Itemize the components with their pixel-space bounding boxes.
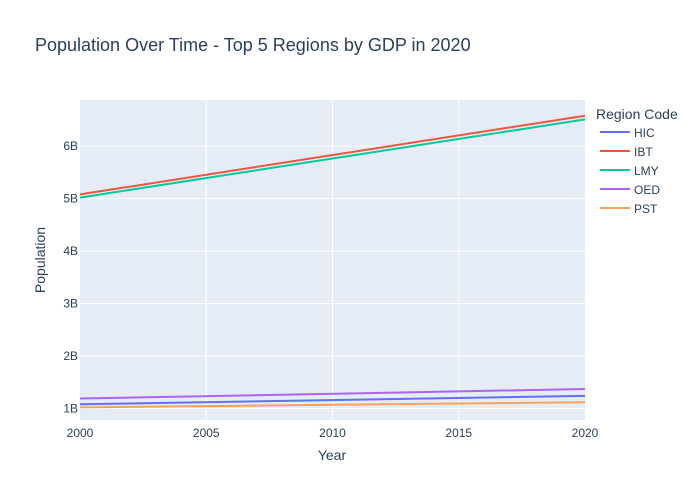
y-tick-label: 4B bbox=[63, 244, 78, 258]
legend-item-oed[interactable]: OED bbox=[600, 183, 660, 197]
series-line-hic bbox=[79, 394, 586, 406]
legend-title: Region Code bbox=[596, 106, 678, 122]
y-tick-label: 5B bbox=[63, 192, 78, 206]
y-tick-label: 3B bbox=[63, 297, 78, 311]
y-tick-label: 6B bbox=[63, 139, 78, 153]
legend-item-pst[interactable]: PST bbox=[600, 202, 658, 216]
legend-label: HIC bbox=[634, 126, 655, 140]
legend-label: PST bbox=[634, 202, 658, 216]
x-tick-label: 2005 bbox=[193, 426, 220, 440]
y-tick-label: 2B bbox=[63, 349, 78, 363]
x-tick-labels: 2000 2005 2010 2015 2020 bbox=[67, 426, 599, 440]
x-tick-label: 2000 bbox=[67, 426, 94, 440]
series-line-ibt bbox=[79, 114, 586, 196]
x-tick-label: 2010 bbox=[319, 426, 346, 440]
y-tick-label: 1B bbox=[63, 401, 78, 415]
legend-label: LMY bbox=[634, 164, 659, 178]
x-gridlines bbox=[205, 100, 460, 420]
series-lines bbox=[79, 114, 586, 409]
legend-item-ibt[interactable]: IBT bbox=[600, 145, 653, 159]
legend-label: IBT bbox=[634, 145, 653, 159]
legend-item-lmy[interactable]: LMY bbox=[600, 164, 659, 178]
x-tick-label: 2015 bbox=[445, 426, 472, 440]
series-line-lmy bbox=[79, 118, 586, 199]
legend-item-hic[interactable]: HIC bbox=[600, 126, 655, 140]
y-tick-labels: 1B 2B 3B 4B 5B 6B bbox=[63, 139, 78, 415]
series-line-oed bbox=[79, 388, 586, 400]
y-axis-title: Population bbox=[32, 227, 48, 293]
chart-title: Population Over Time - Top 5 Regions by … bbox=[35, 35, 471, 55]
legend: Region Code HIC IBT LMY OED PST bbox=[596, 106, 678, 216]
legend-label: OED bbox=[634, 183, 660, 197]
series-line-pst bbox=[79, 401, 586, 409]
y-gridlines bbox=[80, 145, 585, 409]
x-axis-title: Year bbox=[318, 447, 347, 463]
x-tick-label: 2020 bbox=[572, 426, 599, 440]
